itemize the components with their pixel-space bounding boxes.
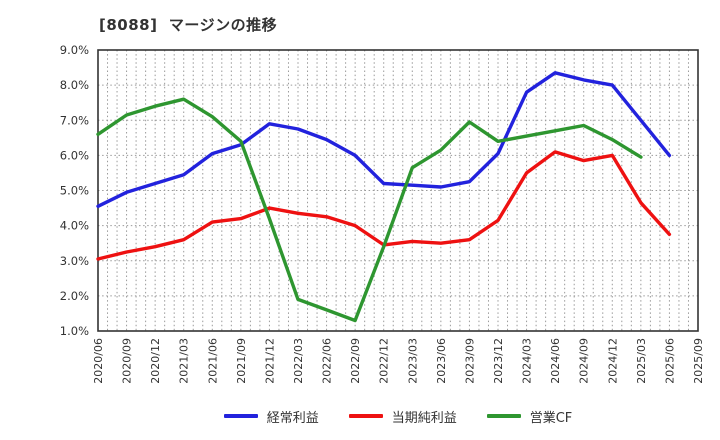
y-tick-label: 5.0% (60, 184, 89, 198)
x-tick-label: 2024/12 (606, 338, 619, 384)
legend-item-0: 経常利益 (223, 407, 319, 426)
y-tick-label: 7.0% (60, 113, 89, 127)
x-axis-tick-labels: 2020/06 2020/09 2020/12 2021/03 2021/06 2021/… (92, 338, 705, 384)
legend-label-0: 経常利益 (266, 410, 319, 426)
x-tick-label: 2022/09 (349, 338, 362, 384)
y-tick-label: 6.0% (60, 148, 89, 162)
legend-label-2: 営業CF (529, 410, 573, 426)
y-tick-label: 3.0% (60, 254, 89, 268)
plot-border (97, 49, 699, 332)
x-tick-label: 2024/03 (521, 338, 534, 384)
x-tick-label: 2023/03 (406, 338, 419, 384)
x-tick-label: 2025/06 (663, 338, 676, 384)
y-tick-label: 9.0% (60, 43, 89, 57)
x-tick-label: 2020/09 (121, 338, 134, 384)
legend-label-1: 当期純利益 (391, 410, 457, 426)
y-tick-label: 8.0% (60, 78, 89, 92)
x-tick-label: 2020/12 (149, 338, 162, 384)
x-tick-label: 2022/12 (378, 338, 391, 384)
x-tick-label: 2022/03 (292, 338, 305, 384)
series-line-2 (96, 97, 643, 323)
x-tick-label: 2021/03 (178, 338, 191, 384)
chart-legend: 経常利益 当期純利益 営業CF (98, 403, 698, 429)
x-tick-label: 2022/06 (321, 338, 334, 384)
chart-title: [8088] マージンの推移 (99, 16, 278, 34)
legend-item-2: 営業CF (486, 407, 573, 426)
grid-lines (98, 50, 698, 331)
x-tick-label: 2025/09 (692, 338, 705, 384)
y-tick-label: 4.0% (60, 219, 89, 233)
legend-swatch-0 (223, 414, 258, 418)
legend-item-1: 当期純利益 (348, 407, 457, 426)
x-tick-label: 2024/06 (549, 338, 562, 384)
y-axis-tick-labels: 1.0% 2.0% 3.0% 4.0% 5.0% 6.0% 7.0% 8.0% 9.0% (60, 43, 89, 338)
x-tick-label: 2021/06 (206, 338, 219, 384)
x-tick-label: 2024/09 (578, 338, 591, 384)
y-tick-label: 2.0% (60, 289, 89, 303)
legend-swatch-2 (486, 414, 521, 418)
x-tick-label: 2023/09 (463, 338, 476, 384)
x-tick-label: 2021/12 (263, 338, 276, 384)
x-tick-label: 2025/03 (635, 338, 648, 384)
y-tick-label: 1.0% (60, 324, 89, 338)
legend-swatch-1 (348, 414, 383, 418)
x-tick-label: 2023/06 (435, 338, 448, 384)
x-tick-label: 2020/06 (92, 338, 105, 384)
series-line-0 (96, 71, 672, 209)
x-tick-label: 2021/09 (235, 338, 248, 384)
x-tick-label: 2023/12 (492, 338, 505, 384)
